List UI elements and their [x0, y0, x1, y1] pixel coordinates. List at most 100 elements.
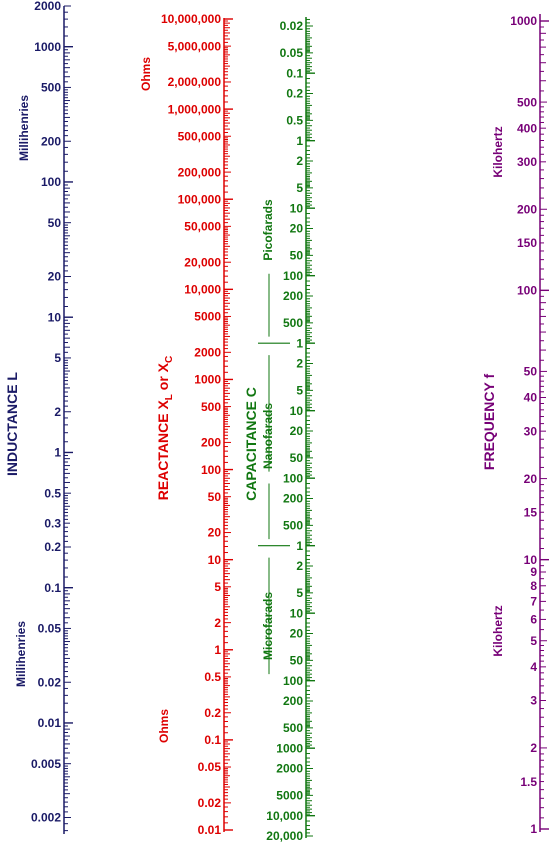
frequency-label: 1.5 — [520, 775, 537, 789]
frequency-label: 20 — [524, 472, 538, 486]
capacitance-label: 1000 — [276, 741, 303, 755]
frequency-unit-bottom: Kilohertz — [491, 605, 505, 656]
capacitance-label: 500 — [283, 721, 303, 735]
inductance-ticks — [64, 5, 73, 832]
frequency-label: 150 — [517, 236, 537, 250]
reactance-title-sub-c: C — [164, 356, 175, 363]
frequency-label: 300 — [517, 155, 537, 169]
reactance-label: 0.05 — [198, 760, 222, 774]
frequency-label: 40 — [524, 391, 538, 405]
reactance-label: 1000 — [194, 373, 221, 387]
inductance-label: 2000 — [34, 0, 61, 13]
frequency-label: 15 — [524, 505, 538, 519]
frequency-label: 1000 — [510, 14, 537, 28]
capacitance-label: 1 — [296, 336, 303, 350]
capacitance-label: 10 — [290, 404, 304, 418]
inductance-label: 0.005 — [31, 757, 61, 771]
reactance-label: 50,000 — [184, 220, 221, 234]
reactance-unit-top: Ohms — [139, 57, 153, 91]
capacitance-label: 200 — [283, 289, 303, 303]
capacitance-label: 20 — [290, 222, 304, 236]
capacitance-label: 500 — [283, 316, 303, 330]
reactance-title-main: REACTANCE X — [155, 400, 171, 501]
capacitance-label: 100 — [283, 269, 303, 283]
capacitance-label: 500 — [283, 519, 303, 533]
inductance-label: 50 — [48, 216, 62, 230]
reactance-label: 100 — [201, 463, 221, 477]
capacitance-label: 100 — [283, 471, 303, 485]
capacitance-label: 20 — [290, 627, 304, 641]
reactance-label: 0.5 — [204, 670, 221, 684]
capacitance-label: 10 — [290, 201, 304, 215]
frequency-label: 50 — [524, 365, 538, 379]
inductance-scale: 2000 1000 500 200 100 50 20 10 5 2 1 0.5 0.3 0.2 0.1 0.… — [31, 0, 73, 834]
reactance-label: 5000 — [194, 310, 221, 324]
reactance-label: 5 — [214, 580, 221, 594]
frequency-label: 10 — [524, 553, 538, 567]
frequency-label: 9 — [530, 565, 537, 579]
capacitance-label: 50 — [290, 451, 304, 465]
inductance-label: 0.05 — [38, 622, 62, 636]
reactance-label: 10,000,000 — [161, 12, 221, 26]
capacitance-label: 1 — [296, 134, 303, 148]
capacitance-unit-micro: Microfarads — [261, 592, 275, 660]
inductance-label: 100 — [41, 175, 61, 189]
reactance-label: 0.02 — [198, 796, 222, 810]
reactance-label: 20 — [208, 526, 222, 540]
capacitance-label: 5 — [296, 586, 303, 600]
reactance-title-sub-l: L — [164, 394, 175, 400]
inductance-label: 1000 — [34, 40, 61, 54]
inductance-label: 0.02 — [38, 675, 62, 689]
frequency-label: 7 — [530, 595, 537, 609]
capacitance-label: 5 — [296, 384, 303, 398]
frequency-label: 500 — [517, 95, 537, 109]
reactance-label: 0.1 — [204, 733, 221, 747]
inductance-unit-bottom: Millihenries — [14, 621, 28, 687]
inductance-label: 0.01 — [38, 716, 62, 730]
reactance-label: 10,000 — [184, 283, 221, 297]
capacitance-label: 1 — [296, 539, 303, 553]
capacitance-label: 200 — [283, 492, 303, 506]
capacitance-label: 200 — [283, 694, 303, 708]
capacitance-title: CAPACITANCE C — [243, 387, 259, 501]
reactance-label: 10 — [208, 553, 222, 567]
reactance-title-or: or X — [155, 362, 171, 394]
capacitance-unit-brackets — [258, 273, 290, 675]
inductance-label: 2 — [54, 405, 61, 419]
reactance-label: 20,000 — [184, 255, 221, 269]
reactance-label: 200,000 — [178, 165, 222, 179]
reactance-label: 2 — [214, 616, 221, 630]
capacitance-label: 20 — [290, 424, 304, 438]
inductance-title: INDUCTANCE L — [4, 372, 20, 476]
capacitance-unit-pico: Picofarads — [261, 199, 275, 261]
frequency-ticks — [540, 20, 549, 830]
frequency-label: 6 — [530, 613, 537, 627]
capacitance-label: 0.2 — [286, 87, 303, 101]
frequency-label: 200 — [517, 202, 537, 216]
frequency-label: 400 — [517, 121, 537, 135]
frequency-label: 30 — [524, 424, 538, 438]
frequency-title: FREQUENCY f — [481, 374, 497, 471]
inductance-label: 500 — [41, 81, 61, 95]
capacitance-label: 50 — [290, 249, 304, 263]
frequency-unit-top: Kilohertz — [491, 126, 505, 177]
frequency-label: 2 — [530, 741, 537, 755]
capacitance-label: 5000 — [276, 789, 303, 803]
reactance-label: 1,000,000 — [168, 102, 222, 116]
frequency-label: 3 — [530, 694, 537, 708]
capacitance-label: 2000 — [276, 762, 303, 776]
capacitance-label: 2 — [296, 154, 303, 168]
capacitance-label: 10,000 — [266, 809, 303, 823]
reactance-labels: 10,000,0005,000,0002,000,0001,000,000500… — [161, 12, 221, 837]
reactance-label: 2000 — [194, 346, 221, 360]
reactance-label: 100,000 — [178, 192, 222, 206]
capacitance-label: 10 — [290, 606, 304, 620]
inductance-labels: 2000 1000 500 200 100 50 20 10 5 2 1 0.5 0.3 0.2 0.1 0.… — [31, 0, 61, 825]
capacitance-label: 20,000 — [266, 829, 303, 843]
capacitance-label: 0.05 — [280, 46, 304, 60]
inductance-label: 0.002 — [31, 811, 61, 825]
frequency-label: 4 — [530, 660, 537, 674]
inductance-label: 1 — [54, 446, 61, 460]
